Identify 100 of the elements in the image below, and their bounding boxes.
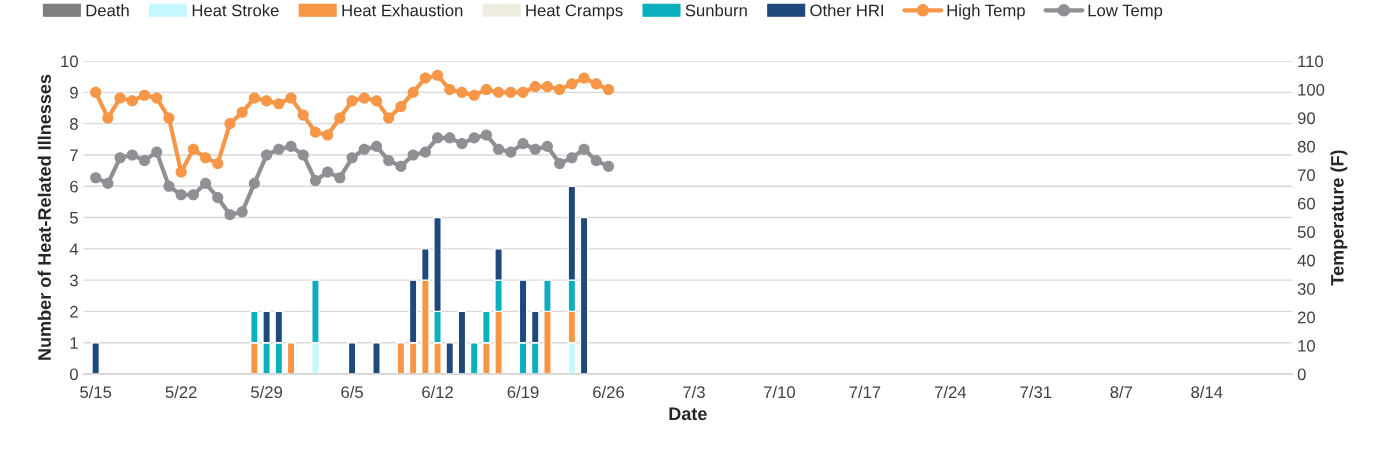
- bar: [457, 310, 467, 375]
- legend-label: Heat Stroke: [192, 4, 279, 17]
- bar: [372, 342, 381, 375]
- y-tick-label: 6: [70, 180, 78, 193]
- point: [444, 83, 456, 96]
- x-tick-label: 5/15: [80, 385, 112, 399]
- point: [163, 112, 175, 124]
- y-tick-label: 7: [70, 149, 78, 161]
- legend-label: Sunburn: [685, 4, 747, 17]
- y2-tick-label: 80: [1297, 140, 1315, 153]
- point: [236, 206, 248, 218]
- point: [590, 78, 602, 90]
- point: [517, 86, 529, 98]
- y2-axis-title: Temperature (F): [1330, 150, 1348, 286]
- point: [200, 177, 212, 189]
- bar: [469, 342, 479, 375]
- point: [151, 146, 163, 158]
- point: [261, 95, 273, 107]
- point: [517, 138, 529, 150]
- point: [578, 143, 590, 155]
- y2-tick-label: 30: [1297, 283, 1315, 295]
- y-tick-label: 4: [69, 243, 79, 255]
- point: [114, 92, 126, 104]
- point: [138, 89, 151, 101]
- point: [126, 149, 138, 161]
- bar: [396, 342, 406, 375]
- point: [90, 172, 102, 184]
- y2-tick-label: 110: [1298, 55, 1324, 68]
- point: [285, 140, 297, 152]
- point: [444, 132, 456, 144]
- x-tick-label: 7/3: [683, 385, 705, 399]
- bar: [91, 342, 101, 375]
- point: [419, 146, 431, 158]
- point: [334, 172, 346, 184]
- bar: [347, 342, 357, 375]
- x-tick-label: 5/29: [251, 385, 283, 399]
- point: [90, 86, 102, 98]
- point: [505, 86, 517, 98]
- point: [224, 118, 236, 130]
- legend-label: Death: [86, 4, 129, 17]
- point: [493, 86, 505, 98]
- point: [590, 155, 602, 167]
- y2-tick-label: 60: [1297, 197, 1315, 210]
- x-tick-label: 6/12: [422, 385, 453, 399]
- point: [383, 112, 395, 124]
- point: [297, 109, 309, 121]
- x-tick-label: 6/26: [593, 385, 624, 399]
- y-axis-title: Number of Heat-Related Illnesses: [37, 74, 51, 360]
- point: [480, 83, 492, 96]
- y-tick-label: 0: [69, 368, 78, 381]
- y-tick-label: 8: [70, 118, 78, 130]
- point: [126, 95, 138, 107]
- point: [505, 146, 517, 158]
- y-tick-label: 5: [70, 212, 78, 224]
- x-tick-label: 7/24: [935, 385, 967, 399]
- point: [102, 177, 114, 189]
- point: [236, 106, 248, 118]
- point: [554, 83, 566, 96]
- point: [261, 149, 273, 161]
- point: [541, 81, 553, 93]
- y-tick-label: 3: [69, 274, 78, 287]
- x-axis-title: Date: [669, 407, 707, 421]
- point: [309, 126, 321, 138]
- point: [285, 92, 297, 104]
- point: [370, 95, 383, 107]
- legend-label: Low Temp: [1088, 4, 1163, 20]
- point: [212, 192, 224, 204]
- point: [358, 143, 370, 155]
- point: [419, 72, 431, 84]
- point: [407, 86, 419, 98]
- legend-label: High Temp: [947, 4, 1025, 20]
- point: [602, 160, 615, 172]
- point: [431, 132, 444, 144]
- x-tick-label: 6/19: [507, 385, 539, 399]
- point: [602, 83, 615, 96]
- x-tick-label: 5/22: [165, 385, 197, 399]
- y2-tick-label: 100: [1298, 83, 1325, 96]
- point: [346, 152, 358, 164]
- point: [322, 129, 334, 141]
- point: [566, 152, 578, 164]
- point: [309, 175, 321, 187]
- point: [468, 89, 480, 101]
- point: [200, 152, 212, 164]
- point: [346, 95, 358, 107]
- y2-tick-label: 40: [1297, 254, 1315, 267]
- y2-tick-label: 50: [1297, 226, 1315, 238]
- point: [578, 72, 590, 84]
- point: [529, 81, 541, 93]
- point: [456, 86, 468, 98]
- point: [212, 157, 224, 170]
- point: [187, 189, 199, 201]
- point: [334, 112, 346, 124]
- point: [383, 155, 395, 167]
- y2-tick-label: 10: [1298, 339, 1315, 352]
- point: [370, 140, 383, 152]
- point: [175, 189, 187, 201]
- point: [480, 129, 492, 141]
- point: [395, 101, 407, 113]
- point: [456, 138, 468, 150]
- y2-tick-label: 90: [1297, 112, 1315, 125]
